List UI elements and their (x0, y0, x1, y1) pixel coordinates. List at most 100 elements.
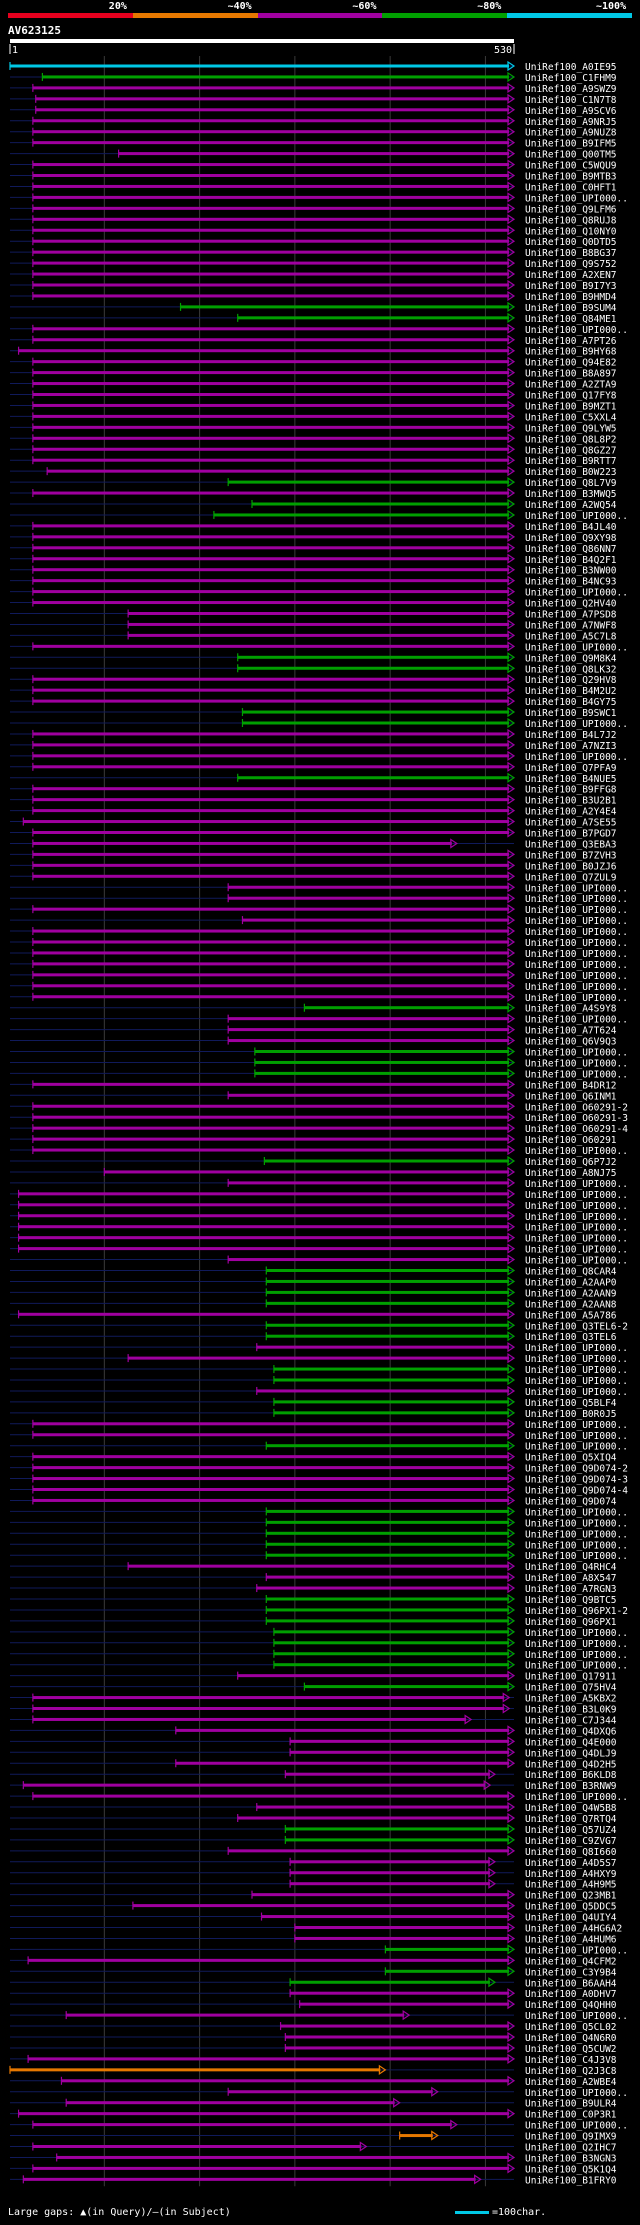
hit-arrow (507, 1801, 516, 1813)
hit-bar (228, 1093, 510, 1097)
hit-arrow (507, 542, 516, 553)
hit-bar (254, 1071, 509, 1075)
hit-arrow (507, 1374, 516, 1386)
hit-label: UniRef100_A9NUZ8 (525, 128, 617, 139)
hit-arrow (507, 717, 516, 729)
hit-arrow (431, 2130, 439, 2141)
hit-label: UniRef100_Q4E000 (525, 1737, 617, 1748)
hit-bar (32, 798, 509, 802)
hit-arrow (507, 980, 516, 991)
hit-bar (237, 776, 509, 780)
hit-arrow (474, 2174, 482, 2185)
hit-arrow (507, 433, 516, 444)
hit-label: UniRef100_B9RTT7 (525, 456, 617, 467)
hit-label: UniRef100_B3MWQ5 (525, 489, 617, 500)
hit-label: UniRef100_Q9S752 (525, 259, 617, 270)
hit-arrow (507, 597, 516, 608)
hit-bar (32, 1696, 505, 1700)
hit-label: UniRef100_B9IFM5 (525, 139, 617, 150)
hit-label: UniRef100_A2WQ54 (525, 500, 617, 511)
hit-arrow (507, 1090, 516, 1101)
hit-bar (32, 940, 509, 944)
query-bar (10, 39, 514, 43)
hit-arrow (507, 115, 516, 126)
hit-label: UniRef100_UPI000.. (525, 1058, 628, 1069)
hit-label: UniRef100_Q29HV8 (525, 675, 617, 686)
hit-arrow (507, 411, 516, 422)
hit-arrow (507, 827, 516, 838)
hit-arrow (507, 476, 516, 488)
hit-arrow (507, 82, 516, 94)
hit-label: UniRef100_A5A786 (525, 1310, 617, 1321)
hit-bar (228, 1039, 510, 1043)
hit-arrow (507, 1331, 516, 1342)
hit-arrow (507, 1407, 516, 1418)
hit-bar (304, 1006, 509, 1010)
hit-label: UniRef100_B3RNW9 (525, 1781, 617, 1792)
hit-bar (228, 1017, 510, 1021)
hit-bar (32, 1794, 509, 1798)
hit-bar (273, 1400, 509, 1404)
hit-label: UniRef100_UPI000.. (525, 1431, 628, 1442)
hit-label: UniRef100_B3U2B1 (525, 796, 617, 807)
hit-label: UniRef100_A9SWZ9 (525, 84, 617, 95)
hit-label: UniRef100_Q9LYW5 (525, 423, 617, 434)
hit-label: UniRef100_A2AAN8 (525, 1299, 617, 1310)
hit-label: UniRef100_Q5BLF4 (525, 1398, 617, 1409)
hit-arrow (507, 860, 516, 871)
hit-bar (256, 1389, 509, 1393)
hit-bar (294, 1936, 509, 1940)
hit-arrow (507, 367, 516, 378)
hit-arrow (488, 1769, 497, 1780)
hit-bar (32, 425, 509, 429)
hit-label: UniRef100_UPI000.. (525, 1540, 628, 1551)
hit-label: UniRef100_A2AAN9 (525, 1288, 617, 1299)
hit-label: UniRef100_A0DHV7 (525, 1989, 617, 2000)
hit-bar (18, 349, 509, 353)
hit-arrow (507, 1933, 516, 1944)
hit-bar (237, 316, 509, 320)
hit-bar (32, 765, 509, 769)
hit-bar (228, 480, 510, 484)
hit-arrow (507, 674, 516, 685)
hit-label: UniRef100_UPI000.. (525, 1792, 628, 1803)
hit-arrow (507, 1736, 516, 1747)
hit-arrow (507, 2020, 516, 2032)
hit-arrow (507, 312, 516, 323)
hit-label: UniRef100_C0HFT1 (525, 182, 617, 193)
hit-arrow (507, 2108, 516, 2119)
hit-label: UniRef100_Q3TEL6-2 (525, 1321, 628, 1332)
hit-label: UniRef100_Q8CAR4 (525, 1267, 617, 1278)
hit-bar (104, 1170, 510, 1174)
hit-arrow (502, 1692, 511, 1703)
hit-label: UniRef100_Q8GZ27 (525, 445, 617, 456)
gap-legend: Large gaps: ▲(in Query)/–(in Subject) (8, 2207, 231, 2218)
hit-bar (32, 754, 509, 758)
hit-bar (28, 2057, 509, 2061)
hit-bar (228, 2090, 433, 2094)
hit-arrow (507, 1615, 516, 1627)
hit-bar (32, 1707, 505, 1710)
hit-bar (285, 1772, 490, 1776)
hit-arrow (507, 1582, 516, 1594)
hit-arrow (507, 1177, 516, 1189)
hit-arrow (488, 1977, 497, 1988)
hit-arrow (507, 1276, 516, 1287)
hit-bar (32, 809, 509, 813)
hit-bar (32, 294, 509, 298)
hit-bar (299, 2002, 509, 2006)
hit-bar (32, 1455, 509, 1459)
hit-arrow (507, 1495, 516, 1506)
hit-arrow (507, 805, 516, 816)
hit-label: UniRef100_C5WQU9 (525, 161, 617, 172)
hit-bar (266, 1619, 509, 1623)
hit-arrow (507, 936, 516, 948)
hit-bar (32, 360, 509, 364)
hit-label: UniRef100_Q8I660 (525, 1847, 617, 1858)
hit-arrow (507, 1889, 516, 1900)
hit-arrow (507, 1550, 516, 1561)
hit-bar (32, 984, 509, 988)
hit-label: UniRef100_A4HUM6 (525, 1934, 617, 1945)
hit-bar (32, 1477, 509, 1481)
hit-label: UniRef100_Q4UIY4 (525, 1913, 617, 1924)
